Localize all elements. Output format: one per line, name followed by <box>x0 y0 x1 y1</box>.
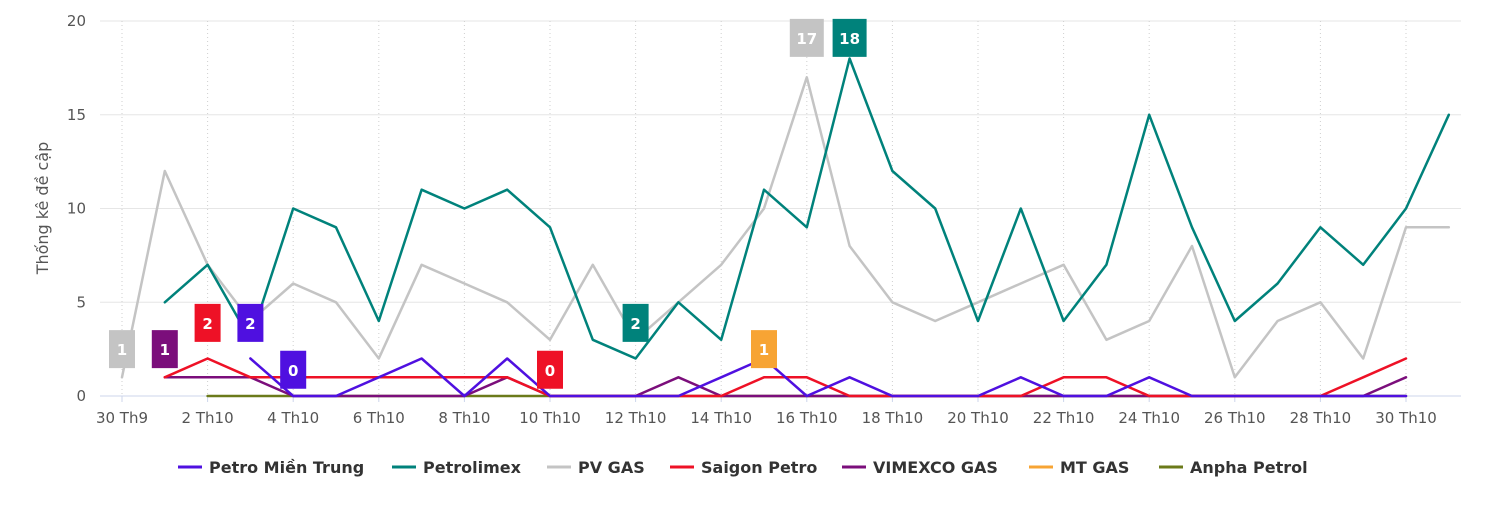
flag-label: 1 <box>160 341 170 359</box>
flag-marker <box>751 330 777 369</box>
x-tick-label: 18 Th10 <box>862 409 924 427</box>
y-tick-label: 5 <box>76 293 86 311</box>
legend-item[interactable]: MT GAS <box>1029 458 1129 477</box>
flag-label: 2 <box>245 315 255 333</box>
legend-label: Anpha Petrol <box>1190 458 1308 477</box>
flag-label: 0 <box>545 362 555 380</box>
x-tick-label: 6 Th10 <box>353 409 405 427</box>
series-layer <box>120 57 1451 398</box>
flag-label: 1 <box>117 341 127 359</box>
y-tick-label: 15 <box>67 106 86 124</box>
x-tick-label: 16 Th10 <box>776 409 838 427</box>
x-tick-label: 14 Th10 <box>690 409 752 427</box>
x-tick-label: 8 Th10 <box>438 409 490 427</box>
y-tick-label: 20 <box>67 12 86 30</box>
flag-marker <box>622 303 649 342</box>
x-tick-label: 2 Th10 <box>182 409 234 427</box>
legend-item[interactable]: Petro Miền Trung <box>178 458 364 477</box>
x-tick-label: 12 Th10 <box>605 409 667 427</box>
series-line-0 <box>249 357 1408 398</box>
x-tick-label: 24 Th10 <box>1118 409 1180 427</box>
series-line-1 <box>163 57 1451 360</box>
x-tick-label: 10 Th10 <box>519 409 581 427</box>
series-line-2 <box>120 76 1451 379</box>
flag-marker <box>280 350 307 389</box>
x-tick-label: 22 Th10 <box>1033 409 1095 427</box>
y-axis-label: Thống kê đề cập <box>33 142 52 276</box>
flag-label: 2 <box>630 315 640 333</box>
flag-label: 2 <box>202 315 212 333</box>
y-tick-label: 10 <box>67 200 86 218</box>
flag-marker <box>789 18 824 57</box>
legend-label: Saigon Petro <box>701 458 817 477</box>
series-line-4 <box>163 376 1408 398</box>
legend-item[interactable]: VIMEXCO GAS <box>842 458 998 477</box>
legend-label: Petrolimex <box>423 458 522 477</box>
x-tick-label: 30 Th10 <box>1375 409 1437 427</box>
flag-marker <box>194 303 221 342</box>
legend-item[interactable]: Petrolimex <box>392 458 522 477</box>
x-tick-label: 28 Th10 <box>1290 409 1352 427</box>
legend-label: MT GAS <box>1060 458 1129 477</box>
flag-label: 17 <box>796 30 817 48</box>
legend-item[interactable]: PV GAS <box>547 458 645 477</box>
legend-label: VIMEXCO GAS <box>873 458 998 477</box>
flag-marker <box>109 330 135 369</box>
legend-item[interactable]: Anpha Petrol <box>1159 458 1308 477</box>
legend-label: PV GAS <box>578 458 645 477</box>
flag-marker <box>237 303 264 342</box>
x-tick-label: 4 Th10 <box>267 409 319 427</box>
flag-layer: 1 1 2 2 0 0 2 1 17 18 <box>109 18 867 389</box>
flag-label: 1 <box>759 341 769 359</box>
y-tick-label: 0 <box>76 387 86 405</box>
flag-label: 0 <box>288 362 298 380</box>
flag-marker <box>537 350 563 389</box>
flag-marker <box>151 330 178 369</box>
legend: Petro Miền Trung Petrolimex PV GAS Saigon P… <box>178 458 1308 477</box>
legend-item[interactable]: Saigon Petro <box>670 458 817 477</box>
legend-label: Petro Miền Trung <box>209 458 364 477</box>
x-tick-label: 20 Th10 <box>947 409 1009 427</box>
x-tick-label: 30 Th9 <box>96 409 148 427</box>
grid-layer <box>100 20 1461 397</box>
flag-label: 18 <box>839 30 860 48</box>
x-tick-label: 26 Th10 <box>1204 409 1266 427</box>
flag-marker <box>832 18 867 57</box>
